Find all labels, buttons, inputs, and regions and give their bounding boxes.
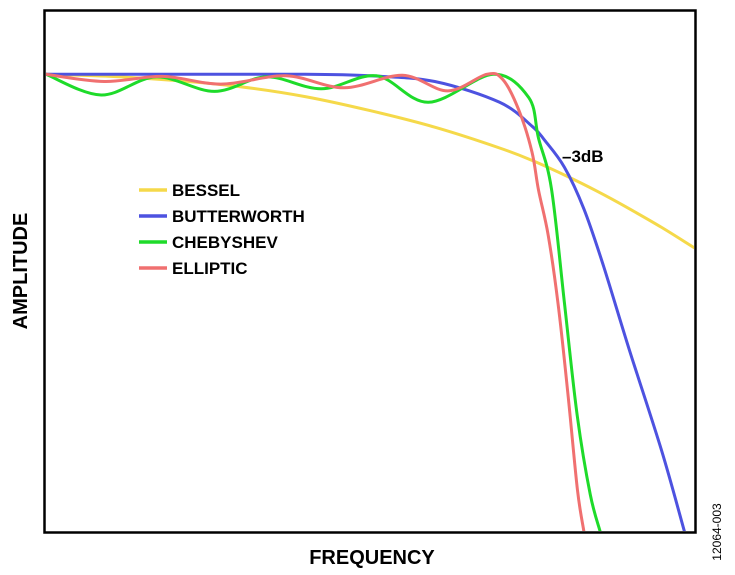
series-line-chebyshev bbox=[46, 72, 602, 531]
y-axis-label: AMPLITUDE bbox=[10, 213, 32, 330]
legend-label-butterworth: BUTTERWORTH bbox=[172, 207, 305, 226]
legend: BESSEL BUTTERWORTH CHEBYSHEV ELLIPTIC bbox=[139, 181, 305, 278]
series-line-elliptic bbox=[46, 71, 586, 531]
plot-frame bbox=[43, 9, 697, 534]
annotation-3db: –3dB bbox=[562, 147, 604, 166]
x-axis-label: FREQUENCY bbox=[309, 547, 435, 569]
figure-id: 12064-003 bbox=[710, 503, 724, 561]
series-line-butterworth bbox=[46, 72, 686, 531]
series-layer bbox=[46, 71, 694, 531]
legend-label-bessel: BESSEL bbox=[172, 181, 240, 200]
legend-label-elliptic: ELLIPTIC bbox=[172, 259, 248, 278]
legend-label-chebyshev: CHEBYSHEV bbox=[172, 233, 278, 252]
